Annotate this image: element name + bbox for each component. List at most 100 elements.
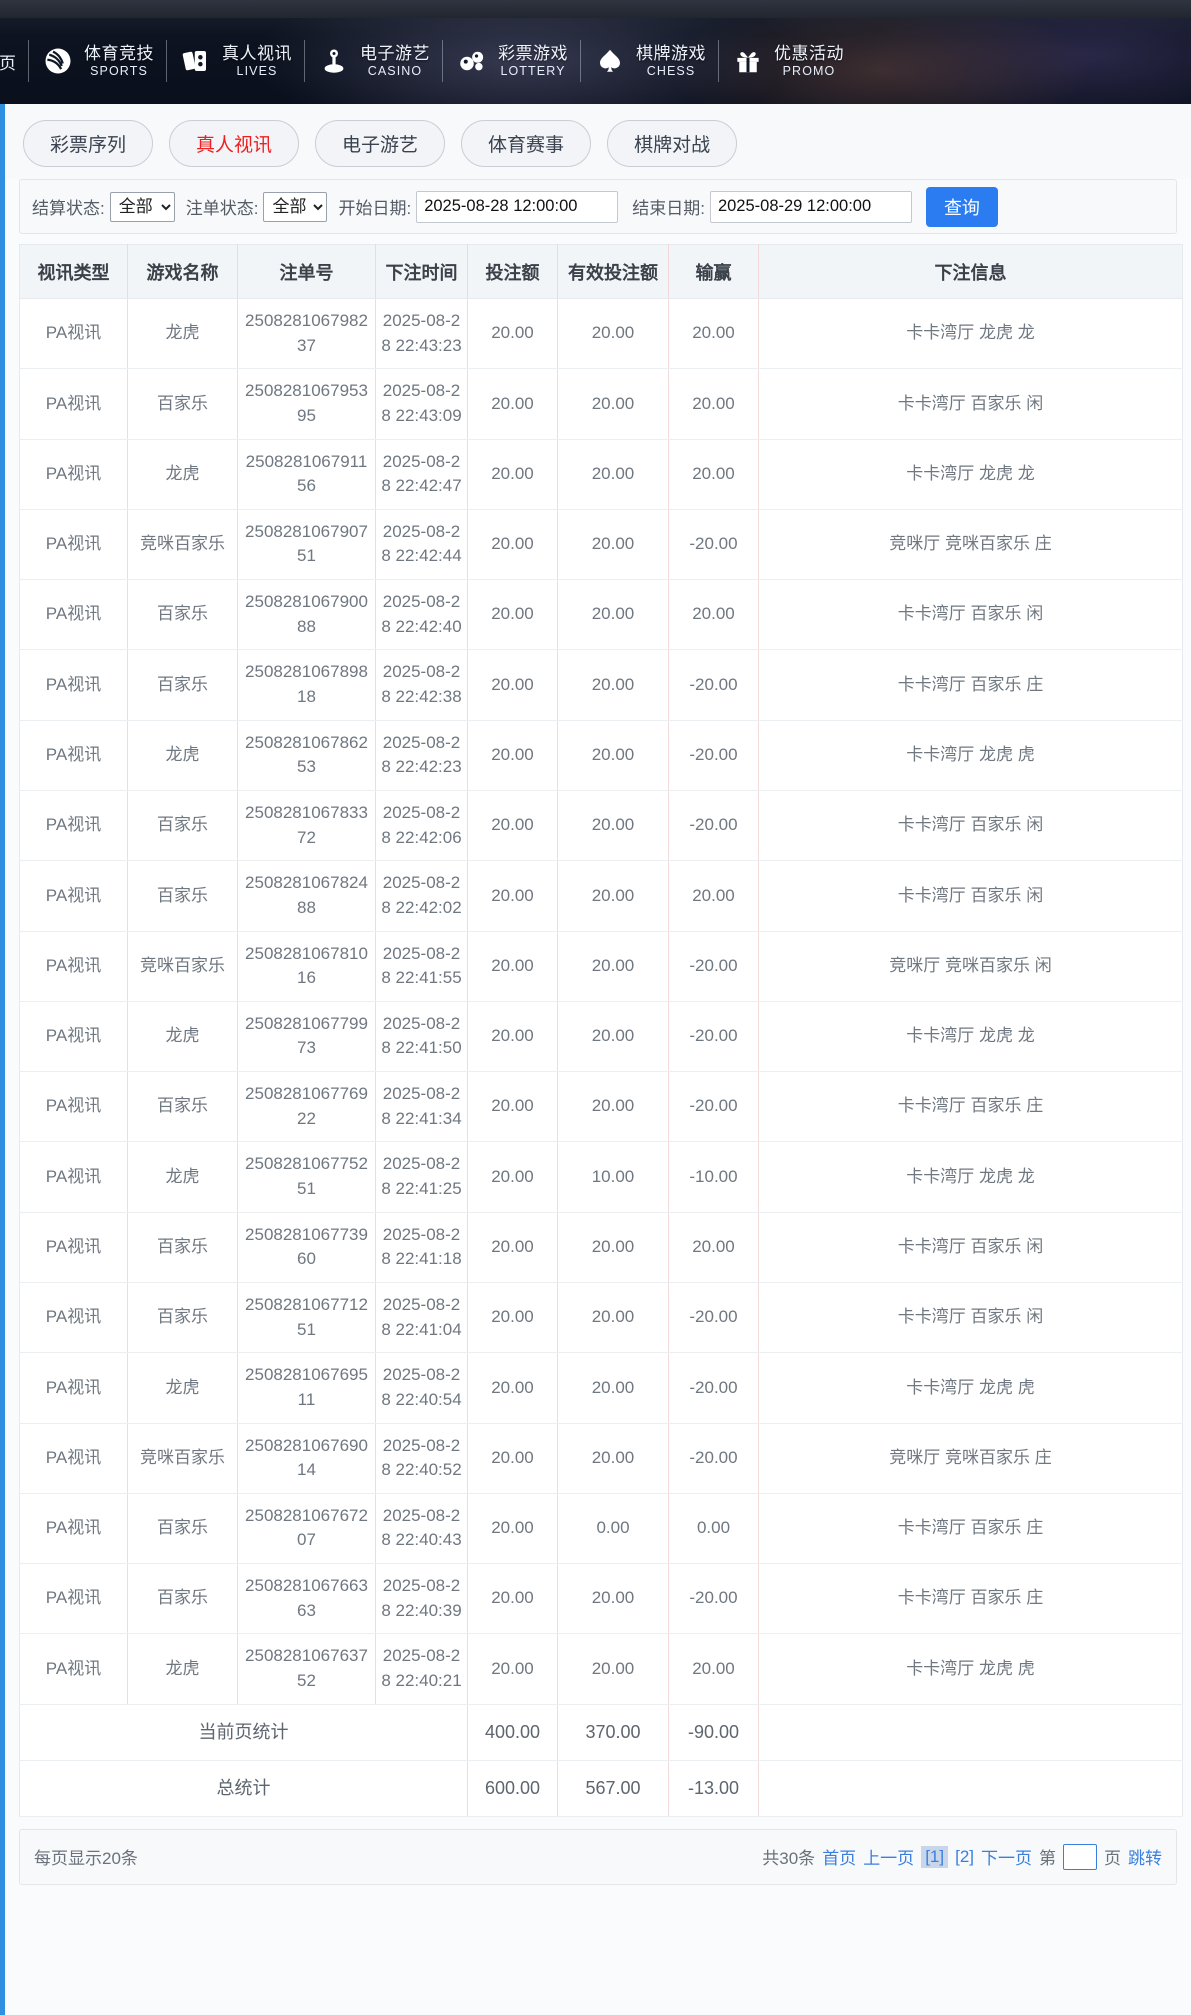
cell-bet-id: 250828106783372 bbox=[237, 790, 376, 862]
cell-bet-id: 250828106790088 bbox=[237, 579, 376, 651]
cell-video-type: PA视讯 bbox=[19, 1563, 128, 1635]
cell-bet-time: 2025-08-28 22:42:44 bbox=[375, 509, 468, 581]
cell-game-name: 百家乐 bbox=[127, 1212, 238, 1283]
cell-game-name: 竞咪百家乐 bbox=[127, 1423, 238, 1494]
cell-bet-id: 250828106779973 bbox=[237, 1001, 376, 1073]
cell-valid-bet-amount: 20.00 bbox=[557, 1633, 669, 1705]
cell-video-type: PA视讯 bbox=[19, 1493, 128, 1565]
page-link-1[interactable]: [1] bbox=[921, 1845, 949, 1868]
cell-bet-info: 卡卡湾厅 龙虎 虎 bbox=[758, 1352, 1183, 1424]
cell-bet-id: 250828106775251 bbox=[237, 1141, 376, 1213]
nav-item-casino[interactable]: 电子游艺 CASINO bbox=[317, 44, 430, 78]
tab-1[interactable]: 真人视讯 bbox=[169, 120, 300, 167]
first-page-link[interactable]: 首页 bbox=[822, 1849, 857, 1869]
summary-row: 当前页统计 400.00 370.00 -90.00 bbox=[19, 1704, 1183, 1761]
cell-bet-amount: 20.00 bbox=[467, 860, 558, 932]
cell-bet-amount: 20.00 bbox=[467, 1423, 558, 1494]
playing-cards-icon bbox=[179, 44, 213, 78]
prev-page-link[interactable]: 上一页 bbox=[863, 1849, 915, 1869]
jump-button[interactable]: 跳转 bbox=[1128, 1849, 1162, 1869]
cell-game-name: 百家乐 bbox=[127, 860, 238, 932]
nav-item-label-cn: 真人视讯 bbox=[222, 44, 292, 64]
table-row: PA视讯 龙虎 250828106775251 2025-08-28 22:41:25… bbox=[19, 1141, 1183, 1213]
nav-item-promo[interactable]: 优惠活动 PROMO bbox=[731, 44, 844, 78]
cell-bet-amount: 20.00 bbox=[467, 1212, 558, 1283]
summary-empty-cell bbox=[758, 1760, 1183, 1817]
cell-bet-info: 卡卡湾厅 百家乐 闲 bbox=[758, 790, 1183, 862]
next-page-link[interactable]: 下一页 bbox=[981, 1849, 1032, 1869]
cell-valid-bet-amount: 0.00 bbox=[557, 1493, 669, 1565]
cell-game-name: 竞咪百家乐 bbox=[127, 509, 238, 581]
page-link-2[interactable]: [2] bbox=[955, 1846, 974, 1866]
cell-bet-time: 2025-08-28 22:40:43 bbox=[375, 1493, 468, 1565]
column-header-7: 下注信息 bbox=[758, 244, 1183, 299]
table-row: PA视讯 龙虎 250828106763752 2025-08-28 22:40:21… bbox=[19, 1633, 1183, 1705]
cell-bet-id: 250828106782488 bbox=[237, 860, 376, 932]
nav-item-lives[interactable]: 真人视讯 LIVES bbox=[179, 44, 292, 78]
summary-valid-amount: 370.00 bbox=[557, 1704, 669, 1761]
cell-win-loss: -20.00 bbox=[668, 1352, 759, 1424]
cell-bet-id: 250828106766363 bbox=[237, 1563, 376, 1635]
table-row: PA视讯 百家乐 250828106776922 2025-08-28 22:41:3… bbox=[19, 1071, 1183, 1143]
table-row: PA视讯 百家乐 250828106773960 2025-08-28 22:41:1… bbox=[19, 1212, 1183, 1283]
cell-game-name: 百家乐 bbox=[127, 1282, 238, 1354]
query-button[interactable]: 查询 bbox=[925, 186, 998, 227]
cell-win-loss: 20.00 bbox=[668, 579, 759, 651]
end-date-input[interactable] bbox=[709, 190, 912, 223]
cell-bet-amount: 20.00 bbox=[467, 439, 558, 510]
nav-item-chess[interactable]: 棋牌游戏 CHESS bbox=[593, 44, 706, 78]
column-header-1: 游戏名称 bbox=[127, 244, 238, 299]
nav-item-label-cn: 棋牌游戏 bbox=[636, 44, 706, 64]
nav-item-label-en: LOTTERY bbox=[500, 63, 566, 78]
cell-bet-info: 卡卡湾厅 百家乐 庄 bbox=[758, 649, 1183, 721]
cell-bet-amount: 20.00 bbox=[467, 1001, 558, 1073]
main-content: 彩票序列 真人视讯 电子游艺 体育赛事 棋牌对战 结算状态: 全部 注单状态: 全部 开… bbox=[0, 104, 1191, 2015]
cell-bet-amount: 20.00 bbox=[467, 1071, 558, 1143]
cell-bet-amount: 20.00 bbox=[467, 1493, 558, 1565]
cell-video-type: PA视讯 bbox=[19, 720, 128, 791]
table-row: PA视讯 龙虎 250828106791156 2025-08-28 22:42:47… bbox=[19, 439, 1183, 510]
cell-bet-id: 250828106781016 bbox=[237, 931, 376, 1002]
browser-chrome-strip bbox=[0, 0, 1191, 18]
nav-item-text: 彩票游戏 LOTTERY bbox=[498, 44, 568, 77]
cell-game-name: 百家乐 bbox=[127, 1493, 238, 1565]
cell-bet-time: 2025-08-28 22:41:55 bbox=[375, 931, 468, 1002]
table-row: PA视讯 龙虎 250828106779973 2025-08-28 22:41:50… bbox=[19, 1001, 1183, 1073]
cell-bet-time: 2025-08-28 22:41:25 bbox=[375, 1141, 468, 1213]
nav-item-lottery[interactable]: 彩票游戏 LOTTERY bbox=[455, 44, 568, 78]
cell-bet-time: 2025-08-28 22:41:34 bbox=[375, 1071, 468, 1143]
tab-3[interactable]: 体育赛事 bbox=[461, 120, 592, 167]
column-header-4: 投注额 bbox=[467, 244, 558, 299]
cell-bet-info: 卡卡湾厅 百家乐 闲 bbox=[758, 1212, 1183, 1283]
nav-item-sports[interactable]: 体育竞技 SPORTS bbox=[41, 44, 154, 78]
nav-separator bbox=[442, 40, 443, 82]
cell-bet-id: 250828106776922 bbox=[237, 1071, 376, 1143]
records-table-section: 视讯类型 游戏名称 注单号 下注时间 投注额 有效投注额 输赢 下注信息 PA视讯 龙虎 2508… bbox=[5, 234, 1191, 1817]
nav-separator bbox=[304, 40, 305, 82]
summary-valid-amount: 567.00 bbox=[557, 1760, 669, 1817]
cell-bet-amount: 20.00 bbox=[467, 649, 558, 721]
slot-machine-icon bbox=[317, 44, 351, 78]
cell-bet-time: 2025-08-28 22:40:21 bbox=[375, 1633, 468, 1705]
cell-bet-amount: 20.00 bbox=[467, 368, 558, 440]
cell-bet-amount: 20.00 bbox=[467, 1141, 558, 1213]
start-date-input[interactable] bbox=[416, 190, 619, 223]
cell-video-type: PA视讯 bbox=[19, 1352, 128, 1424]
nav-home-truncated-label[interactable]: 页 bbox=[0, 53, 16, 73]
cell-valid-bet-amount: 20.00 bbox=[557, 720, 669, 791]
cell-bet-amount: 20.00 bbox=[467, 790, 558, 862]
cell-valid-bet-amount: 20.00 bbox=[557, 368, 669, 440]
cell-bet-info: 卡卡湾厅 百家乐 闲 bbox=[758, 579, 1183, 651]
bet-status-select[interactable]: 全部 bbox=[263, 191, 328, 222]
tab-0[interactable]: 彩票序列 bbox=[23, 120, 154, 167]
cell-bet-amount: 20.00 bbox=[467, 509, 558, 581]
tab-2[interactable]: 电子游艺 bbox=[315, 120, 446, 167]
cell-bet-time: 2025-08-28 22:40:54 bbox=[375, 1352, 468, 1424]
tab-4[interactable]: 棋牌对战 bbox=[607, 120, 738, 167]
jump-page-input[interactable] bbox=[1063, 1843, 1097, 1870]
cell-bet-info: 卡卡湾厅 百家乐 闲 bbox=[758, 1282, 1183, 1354]
cell-win-loss: 20.00 bbox=[668, 1633, 759, 1705]
settle-status-select[interactable]: 全部 bbox=[109, 191, 175, 222]
table-header-row: 视讯类型 游戏名称 注单号 下注时间 投注额 有效投注额 输赢 下注信息 bbox=[19, 244, 1183, 299]
